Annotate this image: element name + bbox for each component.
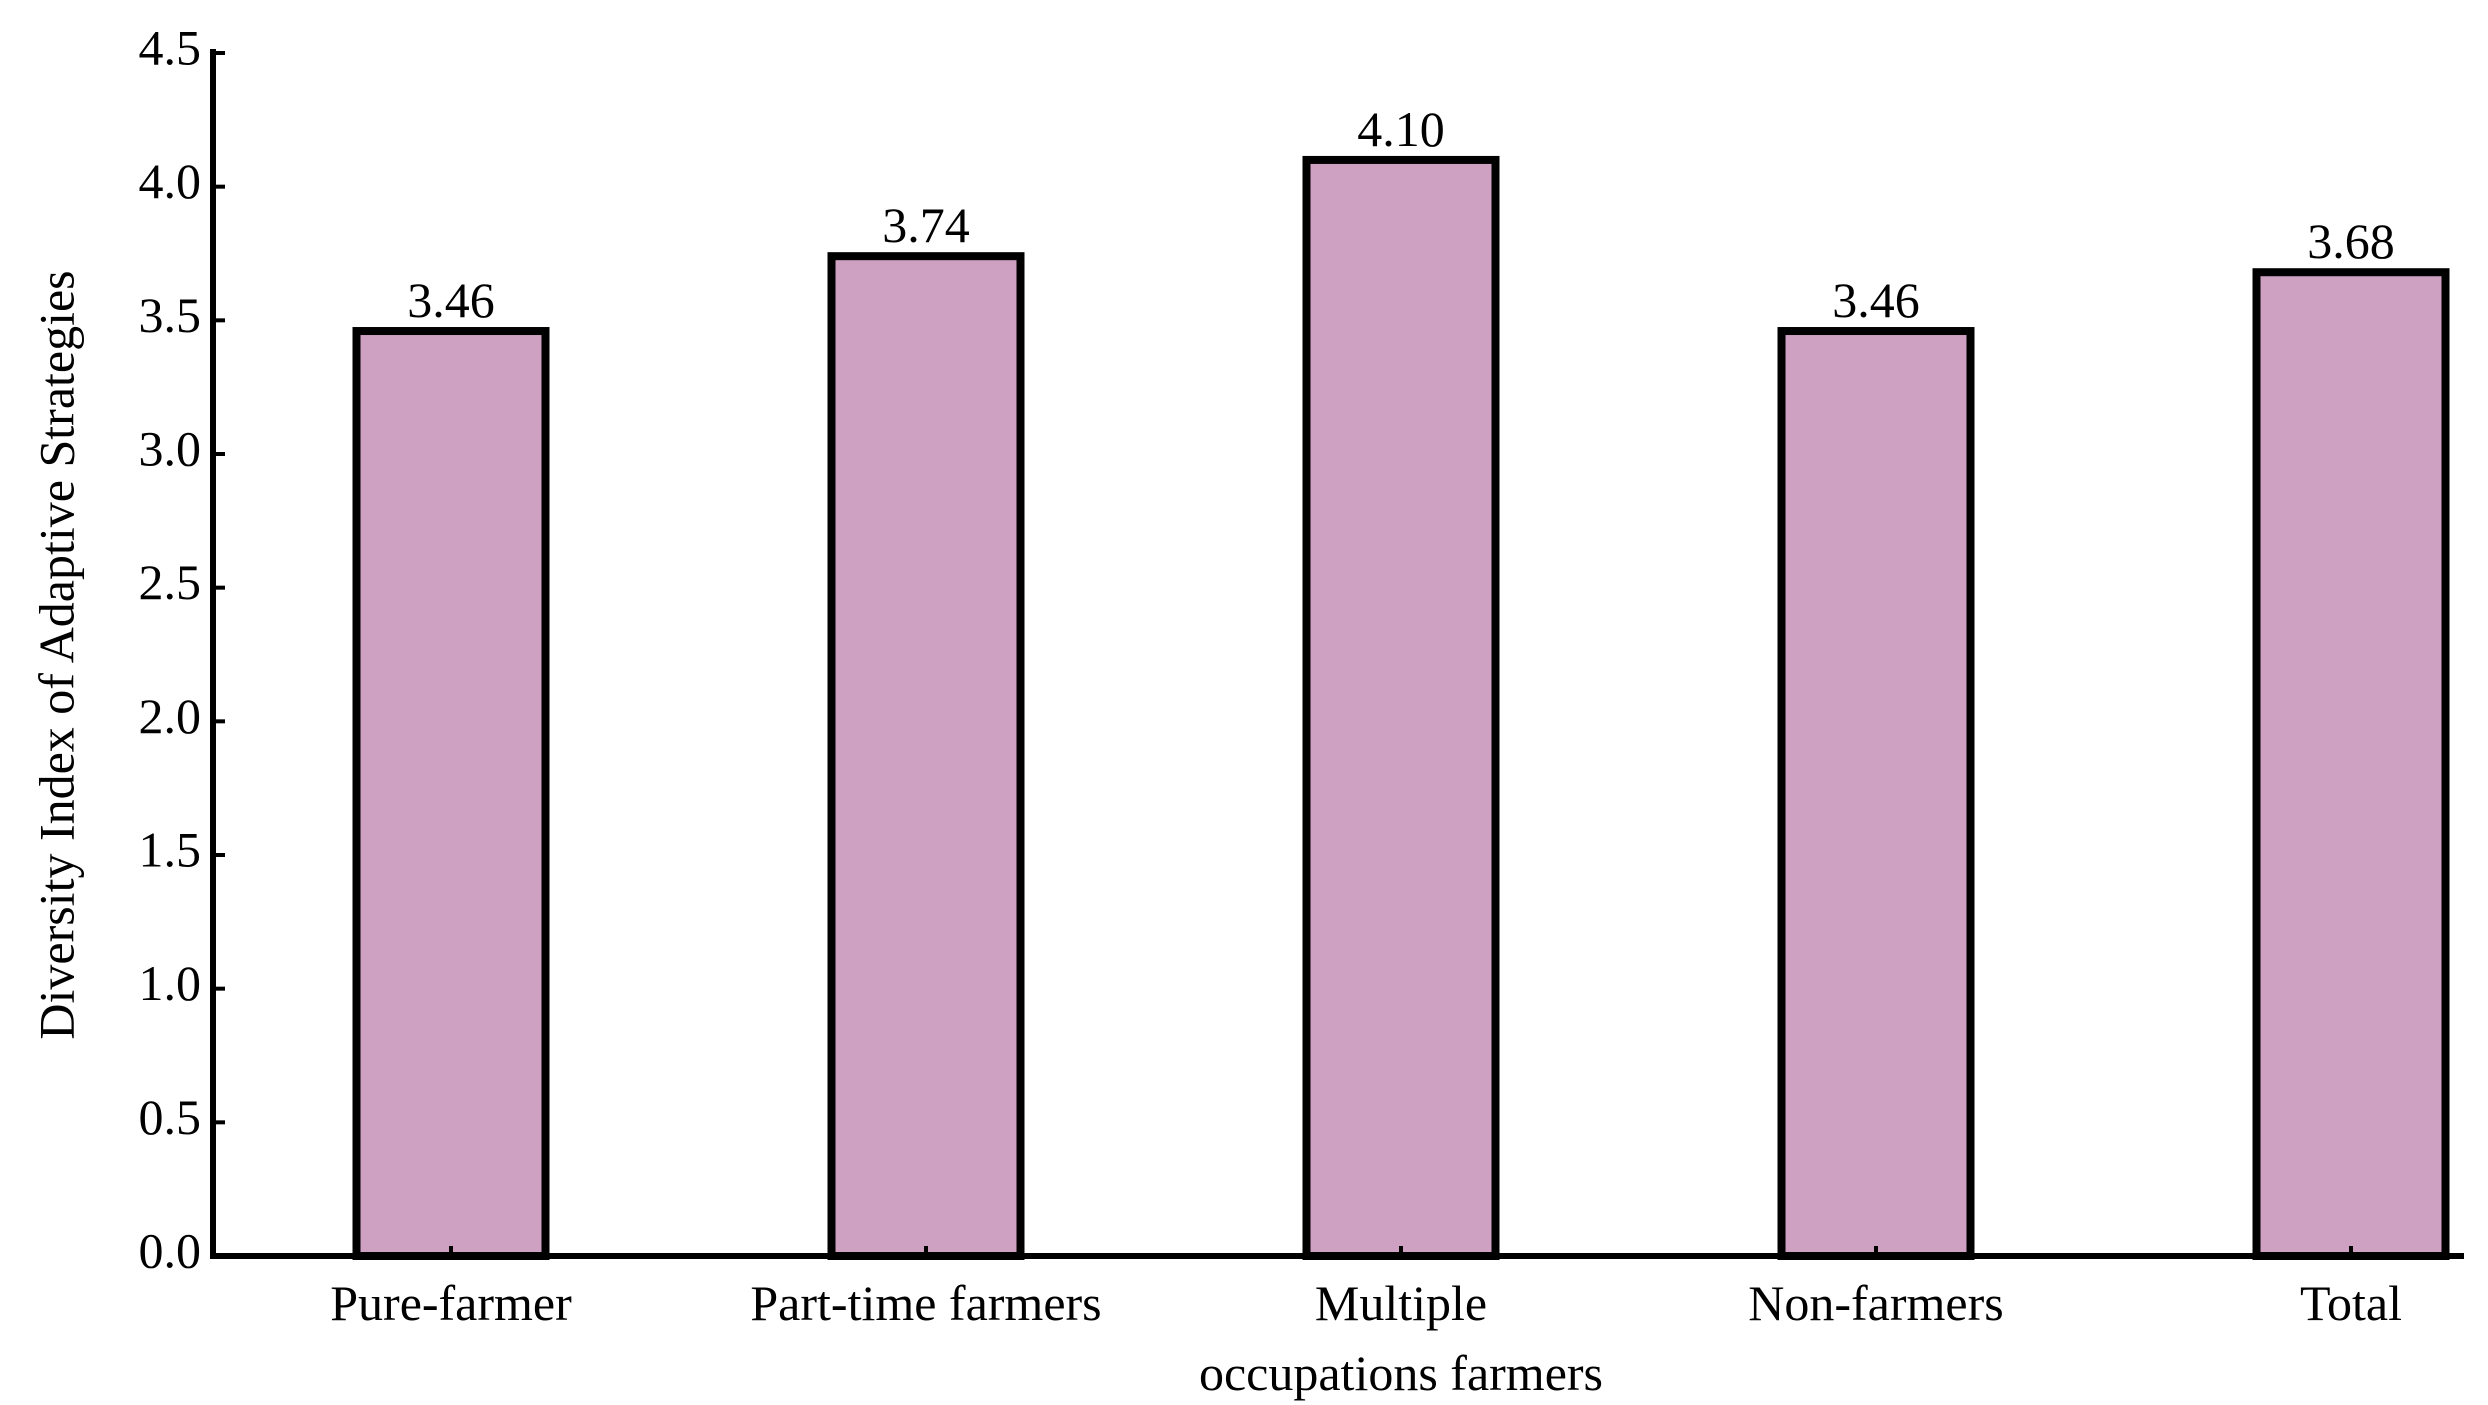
y-axis-label: Diversity Index of Adaptive Strategies (28, 270, 84, 1039)
bar (1302, 155, 1500, 1260)
y-tick-label: 2.0 (139, 688, 202, 744)
bar (1777, 327, 1975, 1260)
value-label: 3.74 (882, 197, 970, 253)
y-tick-label: 1.0 (139, 955, 202, 1011)
value-label: 3.68 (2307, 213, 2395, 269)
x-tick-label: Multiple occupations farmers (1199, 1275, 1603, 1401)
y-tick-label: 3.0 (139, 420, 202, 476)
y-tick-label: 4.5 (139, 19, 202, 75)
value-label: 3.46 (407, 272, 495, 328)
y-tick-label: 1.5 (139, 821, 202, 877)
bar (352, 327, 550, 1260)
value-label: 4.10 (1357, 101, 1445, 157)
y-tick-label: 0.0 (139, 1222, 202, 1278)
x-tick-label: Total (2300, 1275, 2402, 1331)
x-tick-label: Non-farmers (1748, 1275, 2003, 1331)
y-tick-label: 2.5 (139, 554, 202, 610)
y-tick-label: 3.5 (139, 287, 202, 343)
x-tick-label: Part-time farmers (750, 1275, 1101, 1331)
bar (2252, 268, 2450, 1261)
y-tick-label: 0.5 (139, 1089, 202, 1145)
x-tick-label: Pure-farmer (330, 1275, 572, 1331)
bar (827, 252, 1025, 1260)
y-tick-label: 4.0 (139, 153, 202, 209)
value-label: 3.46 (1832, 272, 1920, 328)
